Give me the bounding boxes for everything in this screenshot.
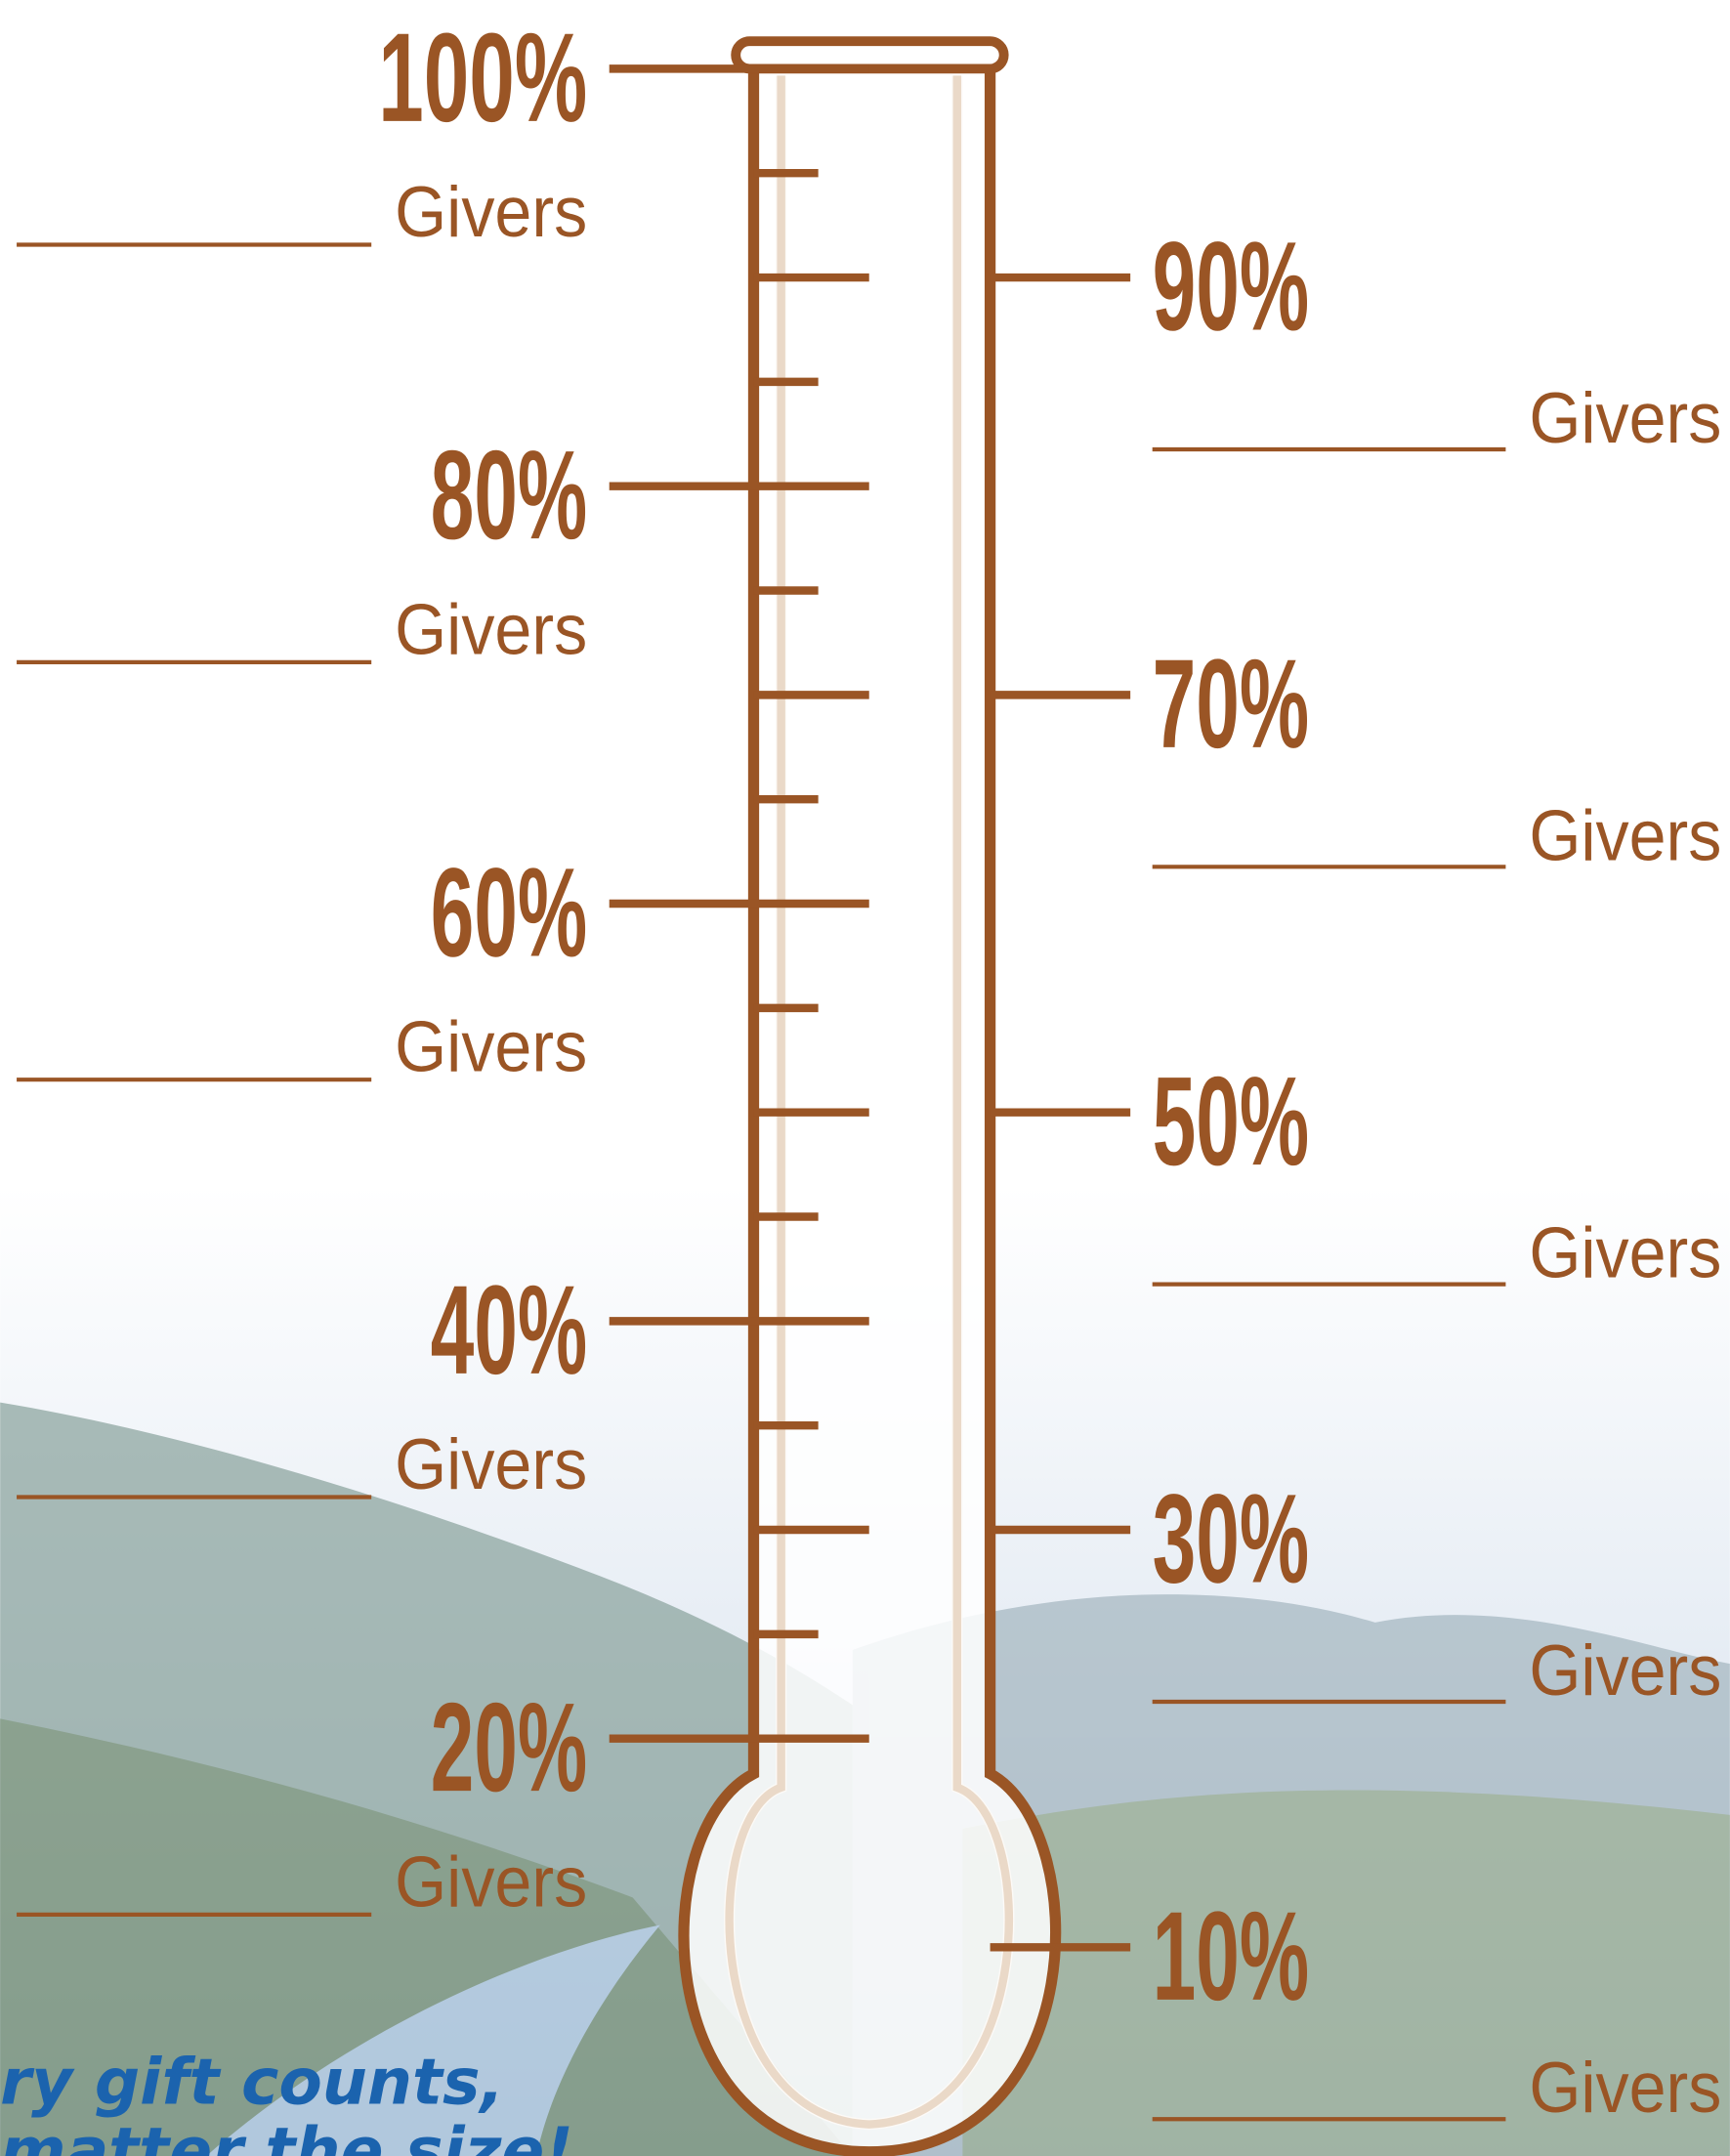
givers-label: Givers — [395, 1424, 587, 1504]
percent-label: 70% — [1153, 634, 1309, 775]
poster: 100% Givers 90% Givers 80% Givers 70% Givers 60%… — [0, 0, 1730, 2156]
givers-label: Givers — [1529, 1630, 1721, 1711]
givers-label: Givers — [1529, 2048, 1721, 2128]
slogan-line: matter the size! — [0, 2115, 573, 2156]
givers-label: Givers — [395, 1841, 587, 1922]
percent-label: 40% — [431, 1260, 587, 1401]
givers-label: Givers — [1529, 1213, 1721, 1293]
percent-label: 80% — [431, 425, 587, 566]
givers-label: Givers — [395, 1007, 587, 1087]
percent-label: 50% — [1153, 1051, 1309, 1192]
givers-label: Givers — [1529, 378, 1721, 458]
percent-label: 10% — [1153, 1886, 1309, 2027]
percent-label: 100% — [378, 8, 587, 148]
percent-label: 30% — [1153, 1468, 1309, 1609]
percent-label: 20% — [431, 1677, 587, 1818]
givers-label: Givers — [395, 172, 587, 252]
percent-label: 60% — [431, 843, 587, 984]
slogan-line: ry gift counts, — [0, 2047, 504, 2120]
givers-label: Givers — [1529, 795, 1721, 875]
givers-label: Givers — [395, 589, 587, 669]
percent-label: 90% — [1153, 217, 1309, 358]
